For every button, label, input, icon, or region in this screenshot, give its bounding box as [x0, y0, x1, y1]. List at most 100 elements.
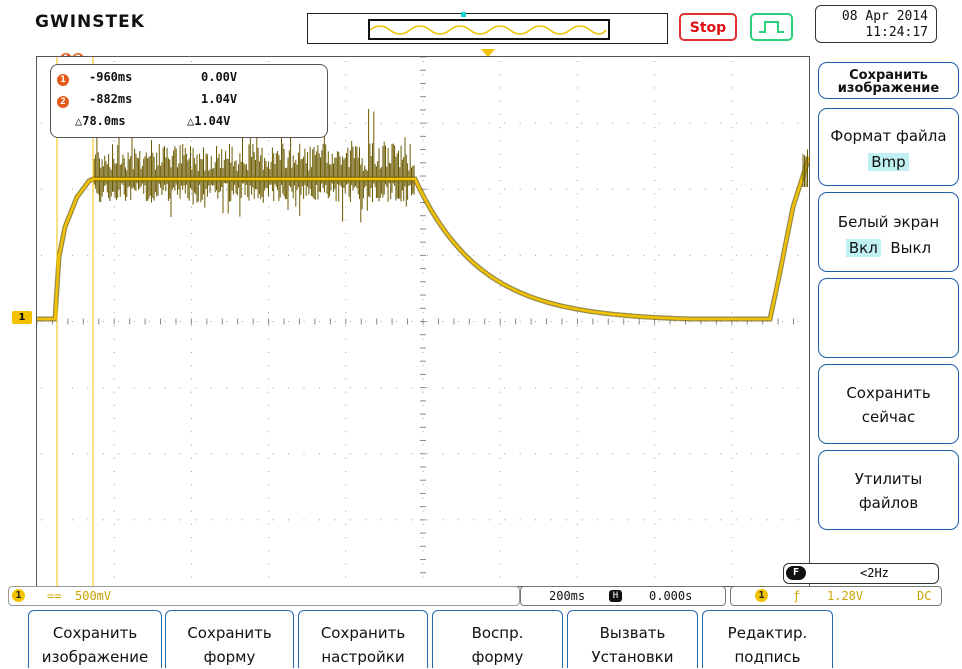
grid-dot	[473, 188, 475, 190]
grid-dot	[164, 387, 166, 389]
grid-dot	[596, 122, 598, 124]
grid-dot	[731, 87, 733, 89]
grid-dot	[581, 254, 583, 256]
grid-dot	[751, 188, 753, 190]
grid-dot	[288, 519, 290, 521]
run-stop-status[interactable]: Stop	[679, 13, 737, 41]
grid-dot	[797, 453, 799, 455]
grid-dot	[731, 232, 733, 234]
grid-dot	[504, 453, 506, 455]
grid-dot	[519, 453, 521, 455]
save-now-button[interactable]: Сохранить сейчас	[818, 364, 959, 444]
grid-dot	[345, 153, 347, 155]
grid-dot	[345, 127, 347, 129]
cursor2-volt: 1.04V	[201, 92, 238, 106]
grid-dot	[576, 140, 578, 142]
grid-dot	[499, 140, 501, 142]
empty-side-button[interactable]	[818, 278, 959, 358]
grid-dot	[334, 254, 336, 256]
grid-dot	[268, 219, 270, 221]
grid-dot	[654, 325, 656, 327]
horizontal-position: 0.000s	[649, 589, 693, 603]
grid-dot	[210, 254, 212, 256]
bottom-save-setup-button[interactable]: Сохранить настройки	[298, 610, 428, 668]
grid-dot	[565, 188, 567, 190]
grid-dot	[427, 254, 428, 256]
ch1-status[interactable]: 1 == 500mV	[8, 586, 520, 606]
timebase-status[interactable]: 200ms H 0.000s	[520, 586, 726, 606]
grid-dot	[241, 321, 243, 322]
file-utilities-button[interactable]: Утилиты файлов	[818, 450, 959, 530]
grid-dot	[576, 206, 578, 208]
grid-dot	[766, 387, 768, 389]
grid-dot	[113, 404, 115, 406]
grid-dot	[349, 387, 351, 389]
grid-dot	[380, 321, 382, 322]
grid-dot	[731, 193, 733, 195]
grid-dot	[190, 206, 192, 208]
grid-dot	[164, 519, 166, 521]
grid-dot	[658, 321, 660, 322]
trigger-status[interactable]: 1 ƒ 1.28V DC	[730, 586, 942, 606]
grid-dot	[550, 254, 552, 256]
bottom-recall-setup-button[interactable]: Вызвать Установки	[567, 610, 698, 668]
grid-dot	[345, 431, 347, 433]
waveform-display[interactable]	[36, 56, 810, 587]
grid-dot	[113, 378, 115, 380]
ch1-ground-marker[interactable]: 1	[12, 311, 32, 324]
bottom-recall-waveform-button[interactable]: Воспр. форму	[432, 610, 563, 668]
grid-dot	[365, 254, 367, 256]
grid-dot	[422, 537, 424, 539]
trigger-mode-indicator[interactable]	[750, 13, 793, 41]
grid-dot	[422, 484, 424, 486]
grid-dot	[457, 453, 459, 455]
bottom-save-waveform-button[interactable]: Сохранить форму	[165, 610, 294, 668]
grid-dot	[268, 299, 270, 301]
grid-dot	[731, 74, 733, 76]
grid-dot	[272, 254, 274, 256]
grid-dot	[473, 387, 475, 389]
grid-dot	[731, 100, 733, 102]
grid-dot	[422, 219, 424, 221]
grid-dot	[118, 321, 120, 322]
grid-dot	[380, 254, 382, 256]
grid-dot	[782, 122, 784, 124]
grid-dot	[380, 453, 382, 455]
grid-dot	[731, 391, 733, 393]
grid-dot	[654, 457, 656, 459]
grid-dot	[345, 378, 347, 380]
grid-dot	[226, 387, 228, 389]
grid-dot	[422, 272, 424, 274]
grid-dot	[190, 61, 192, 62]
grid-dot	[731, 523, 733, 525]
grid-dot	[422, 259, 424, 261]
grid-dot	[499, 325, 501, 327]
grid-dot	[303, 519, 305, 521]
grid-dot	[345, 193, 347, 195]
grid-dot	[87, 188, 89, 190]
grid-dot	[318, 453, 320, 455]
grid-dot	[190, 550, 192, 552]
grid-dot	[113, 523, 115, 525]
grid-dot	[442, 122, 444, 124]
bottom-edit-label-button[interactable]: Редактир. подпись	[702, 610, 833, 668]
grid-dot	[427, 188, 428, 190]
grid-dot	[654, 180, 656, 182]
file-format-button[interactable]: Формат файла Bmp	[818, 108, 959, 186]
grid-dot	[720, 519, 722, 521]
grid-dot	[731, 431, 733, 433]
bottom-save-image-button[interactable]: Сохранить изображение	[28, 610, 162, 668]
grid-dot	[268, 484, 270, 486]
grid-dot	[133, 453, 135, 455]
grid-dot	[576, 285, 578, 287]
grid-dot	[422, 523, 424, 525]
white-screen-button[interactable]: Белый экран Вкл Выкл	[818, 192, 959, 272]
grid-dot	[113, 550, 115, 552]
grid-dot	[766, 519, 768, 521]
grid-dot	[345, 418, 347, 420]
grid-dot	[422, 87, 424, 89]
grid-dot	[113, 576, 115, 578]
grid-dot	[766, 188, 768, 190]
grid-dot	[349, 453, 351, 455]
grid-dot	[731, 510, 733, 512]
